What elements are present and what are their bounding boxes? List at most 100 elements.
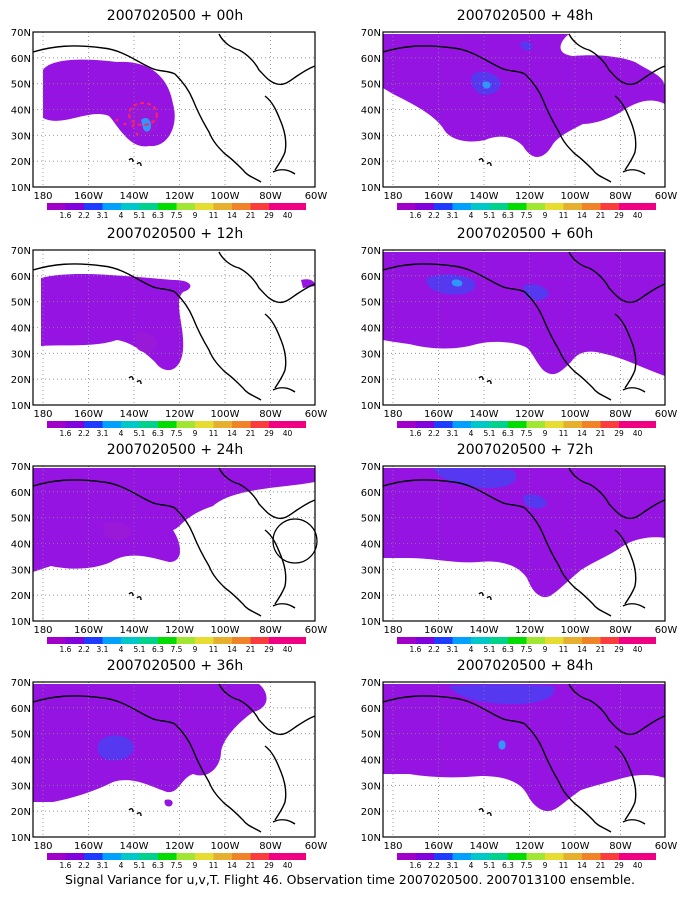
color-swatch [84,637,103,644]
lat-label: 50N [11,514,31,525]
color-swatch [526,853,545,860]
color-bar: 1.6 2.2 3.1 4 5.1 6.3 7.5 9 11 14 21 29 40 [397,853,656,870]
lat-label: 20N [11,157,31,168]
colorbar-label: 1.6 [410,211,422,220]
lon-label: 120W [165,409,194,420]
colorbar-label: 2.2 [428,429,440,438]
color-swatch [526,421,545,428]
lon-label: 160W [424,191,453,202]
lon-label: 120W [515,409,544,420]
color-swatch [47,203,66,210]
colorbar-label: 29 [614,429,624,438]
lat-label: 70N [361,462,381,473]
color-swatch [489,637,508,644]
colorbar-label: 7.5 [171,211,183,220]
map-frame [382,681,666,838]
lon-label: 80W [609,841,632,852]
colorbar-label: 7.5 [521,645,533,654]
color-swatch [287,637,306,644]
color-swatch [434,853,453,860]
coastline [33,683,315,833]
colorbar-label: 1.6 [410,429,422,438]
color-swatch [158,637,177,644]
color-swatch [508,637,527,644]
color-bar: 1.6 2.2 3.1 4 5.1 6.3 7.5 9 11 14 21 29 40 [47,203,306,220]
colorbar-label: 11 [559,861,569,870]
colorbar-label: 9 [543,645,548,654]
colorbar-label: 5.1 [134,429,146,438]
color-swatch [637,421,656,428]
colorbar-label: 14 [577,211,587,220]
map-area [32,249,316,406]
colorbar-label: 9 [193,645,198,654]
colorbar-label: 21 [596,211,606,220]
map-frame [382,465,666,622]
colorbar-label: 1.6 [60,211,72,220]
colorbar-label: 1.6 [60,429,72,438]
colorbar-label: 14 [577,429,587,438]
colorbar-label: 21 [246,429,256,438]
colorbar-label: 11 [209,861,219,870]
colorbar-label: 6.3 [502,211,514,220]
panel-72h: 2007020500 + 72h 70N 60N 50N 40N 30N 20N 10N 18… [360,442,690,657]
panel-84h: 2007020500 + 84h 70N 60N 50N 40N 30N 20N 10N 18… [360,658,690,873]
colorbar-label: 1.6 [410,645,422,654]
color-swatch [139,421,158,428]
lon-label: 160W [424,841,453,852]
lon-label: 180 [33,625,52,636]
colorbar-label: 4 [469,429,474,438]
coastline [33,467,315,617]
lon-label: 140W [470,409,499,420]
lat-label: 10N [11,401,31,412]
panel-title: 2007020500 + 72h [456,442,594,458]
lat-label: 40N [361,106,381,117]
lat-label: 30N [361,131,381,142]
color-swatch [471,421,490,428]
color-swatch [545,637,564,644]
map-frame [32,249,316,406]
color-swatch [47,853,66,860]
color-swatch [65,203,84,210]
color-bar: 1.6 2.2 3.1 4 5.1 6.3 7.5 9 11 14 21 29 40 [47,637,306,654]
color-swatch [545,421,564,428]
colorbar-label: 11 [559,429,569,438]
lon-label: 180 [383,409,402,420]
colorbar-label: 40 [283,645,293,654]
coastline [383,467,665,617]
color-swatch [415,421,434,428]
lat-label: 20N [361,375,381,386]
lon-label: 140W [470,625,499,636]
color-swatch [508,853,527,860]
color-swatch [195,853,214,860]
color-swatch [619,853,638,860]
colorbar-label: 5.1 [484,861,496,870]
color-swatch [508,203,527,210]
panel-title: 2007020500 + 00h [106,8,244,24]
colorbar-label: 29 [264,861,274,870]
color-swatch [232,421,251,428]
lat-label: 10N [361,401,381,412]
colorbar-label: 2.2 [428,211,440,220]
coastline [383,683,665,833]
color-swatch [102,853,121,860]
color-swatch [176,203,195,210]
lon-label: 100W [561,841,590,852]
colorbar-label: 7.5 [521,211,533,220]
lon-label: 180 [33,841,52,852]
lon-label: 60W [655,409,678,420]
color-swatch [415,853,434,860]
lat-label: 50N [11,730,31,741]
colorbar-label: 6.3 [152,861,164,870]
color-swatch [65,637,84,644]
lat-label: 20N [11,375,31,386]
panel-title: 2007020500 + 12h [106,226,244,242]
colorbar-label: 11 [209,645,219,654]
color-swatch [47,637,66,644]
panel-12h: 2007020500 + 12h 70N 60N 50N 40N 30N 20N 10N 18… [10,226,340,441]
colorbar-label: 4 [119,429,124,438]
lat-label: 20N [11,591,31,602]
colorbar-label: 2.2 [428,861,440,870]
map-frame [382,31,666,188]
colorbar-label: 5.1 [134,645,146,654]
